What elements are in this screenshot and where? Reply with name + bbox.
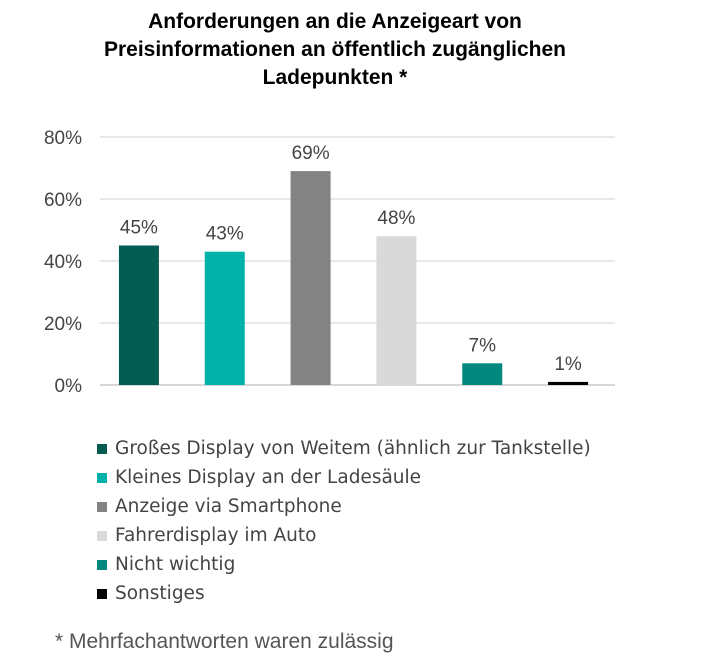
bar bbox=[118, 245, 159, 385]
legend: Großes Display von Weitem (ähnlich zur T… bbox=[97, 434, 591, 608]
legend-swatch bbox=[97, 501, 107, 512]
bars bbox=[118, 171, 589, 385]
gridlines bbox=[100, 136, 615, 386]
chart-title-line: Ladepunkten * bbox=[262, 66, 408, 89]
legend-swatch bbox=[97, 472, 107, 483]
legend-swatch bbox=[97, 588, 107, 599]
legend-label: Anzeige via Smartphone bbox=[115, 496, 342, 517]
data-label: 45% bbox=[120, 218, 158, 239]
data-label: 7% bbox=[469, 335, 497, 356]
legend-label: Großes Display von Weitem (ähnlich zur T… bbox=[115, 438, 591, 459]
bar bbox=[462, 363, 503, 385]
data-label: 43% bbox=[206, 224, 244, 245]
y-tick-label: 20% bbox=[44, 314, 82, 335]
legend-item: Kleines Display an der Ladesäule bbox=[97, 463, 591, 492]
bar bbox=[290, 171, 331, 385]
legend-label: Nicht wichtig bbox=[115, 554, 236, 575]
legend-swatch bbox=[97, 530, 107, 541]
legend-swatch bbox=[97, 443, 107, 454]
legend-label: Sonstiges bbox=[115, 583, 205, 604]
legend-swatch bbox=[97, 559, 107, 570]
legend-item: Sonstiges bbox=[97, 579, 591, 608]
legend-item: Fahrerdisplay im Auto bbox=[97, 521, 591, 550]
bar bbox=[376, 236, 417, 385]
bar-chart: 0% 20% 40% 60% 80% 45% 43% 69% 48% 7% 1% bbox=[44, 128, 615, 397]
y-tick-label: 80% bbox=[44, 128, 82, 149]
y-axis-ticks: 0% 20% 40% 60% 80% bbox=[44, 128, 82, 397]
chart-title-line: Preisinformationen an öffentlich zugängl… bbox=[103, 38, 567, 61]
bar bbox=[204, 251, 245, 385]
data-labels: 45% 43% 69% 48% 7% 1% bbox=[120, 143, 582, 375]
data-label: 69% bbox=[292, 143, 330, 164]
legend-item: Großes Display von Weitem (ähnlich zur T… bbox=[97, 434, 591, 463]
y-tick-label: 0% bbox=[55, 376, 83, 397]
legend-item: Anzeige via Smartphone bbox=[97, 492, 591, 521]
legend-item: Nicht wichtig bbox=[97, 550, 591, 579]
chart-title-line: Anforderungen an die Anzeigeart von bbox=[148, 10, 522, 33]
bar bbox=[548, 381, 589, 385]
y-tick-label: 40% bbox=[44, 252, 82, 273]
data-label: 48% bbox=[377, 208, 415, 229]
legend-label: Fahrerdisplay im Auto bbox=[115, 525, 317, 546]
footnote: * Mehrfachantworten waren zulässig bbox=[55, 630, 394, 653]
y-tick-label: 60% bbox=[44, 190, 82, 211]
data-label: 1% bbox=[554, 354, 582, 375]
legend-label: Kleines Display an der Ladesäule bbox=[115, 467, 422, 488]
chart-title: Anforderungen an die Anzeigeart von Prei… bbox=[0, 8, 670, 92]
